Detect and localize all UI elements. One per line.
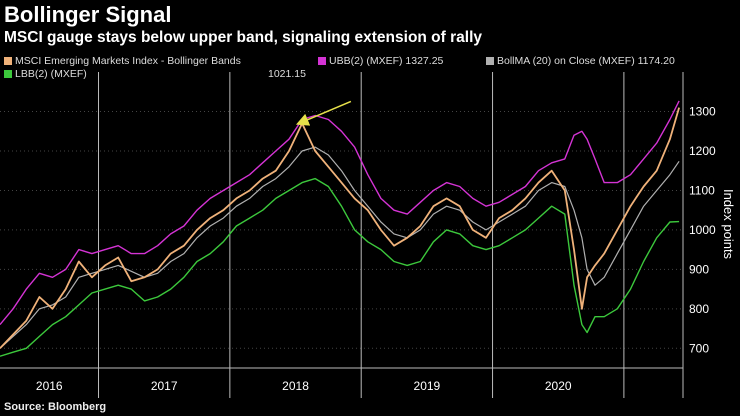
- series-bollma: [0, 146, 680, 349]
- y-tick-1000: 1000: [689, 223, 716, 237]
- legend-swatch-ubb: [318, 57, 326, 65]
- legend-lbb: LBB(2) (MXEF): [4, 68, 87, 80]
- x-tick-2020: 2020: [545, 379, 572, 393]
- y-tick-1200: 1200: [689, 144, 716, 158]
- annotation-arrow: [295, 100, 352, 126]
- x-tick-2018: 2018: [282, 379, 309, 393]
- legend-swatch-index: [4, 57, 12, 65]
- series-ubb: [0, 100, 680, 326]
- grid: [0, 111, 683, 349]
- source-note: Source: Bloomberg: [4, 401, 107, 413]
- annotations: [295, 100, 352, 126]
- legend-ubb-label: UBB(2) (MXEF) 1327.25: [329, 55, 444, 67]
- y-tick-800: 800: [689, 302, 709, 316]
- legend-lbb-value: 1021.15: [268, 68, 306, 80]
- legend-ubb: UBB(2) (MXEF) 1327.25: [318, 55, 443, 67]
- legend-index-label: MSCI Emerging Markets Index - Bollinger …: [15, 55, 241, 67]
- legend-swatch-lbb: [4, 70, 12, 78]
- legend-bollma-label: BollMA (20) on Close (MXEF) 1174.20: [497, 55, 675, 67]
- y-tick-1100: 1100: [689, 183, 715, 197]
- series-index: [0, 107, 680, 349]
- legend-swatch-bollma: [486, 57, 494, 65]
- x-tick-2019: 2019: [414, 379, 441, 393]
- legend-index: MSCI Emerging Markets Index - Bollinger …: [4, 55, 241, 67]
- chart-title: Bollinger Signal: [4, 2, 172, 27]
- y-tick-labels: 700 800 900 1000 1100 1200 1300: [689, 105, 716, 356]
- x-tick-2017: 2017: [151, 379, 178, 393]
- legend-bollma: BollMA (20) on Close (MXEF) 1174.20: [486, 55, 675, 67]
- x-tick-labels: 2016 2017 2018 2019 2020: [36, 379, 572, 393]
- y-tick-900: 900: [689, 262, 709, 276]
- y-axis-label: Index points: [721, 189, 736, 260]
- y-tick-700: 700: [689, 341, 709, 355]
- series-lbb: [0, 177, 680, 357]
- chart-subtitle: MSCI gauge stays below upper band, signa…: [4, 29, 483, 46]
- series-layer: [0, 100, 680, 357]
- x-tick-2016: 2016: [36, 379, 63, 393]
- legend-lbb-label: LBB(2) (MXEF): [15, 68, 87, 80]
- y-tick-1300: 1300: [689, 105, 716, 119]
